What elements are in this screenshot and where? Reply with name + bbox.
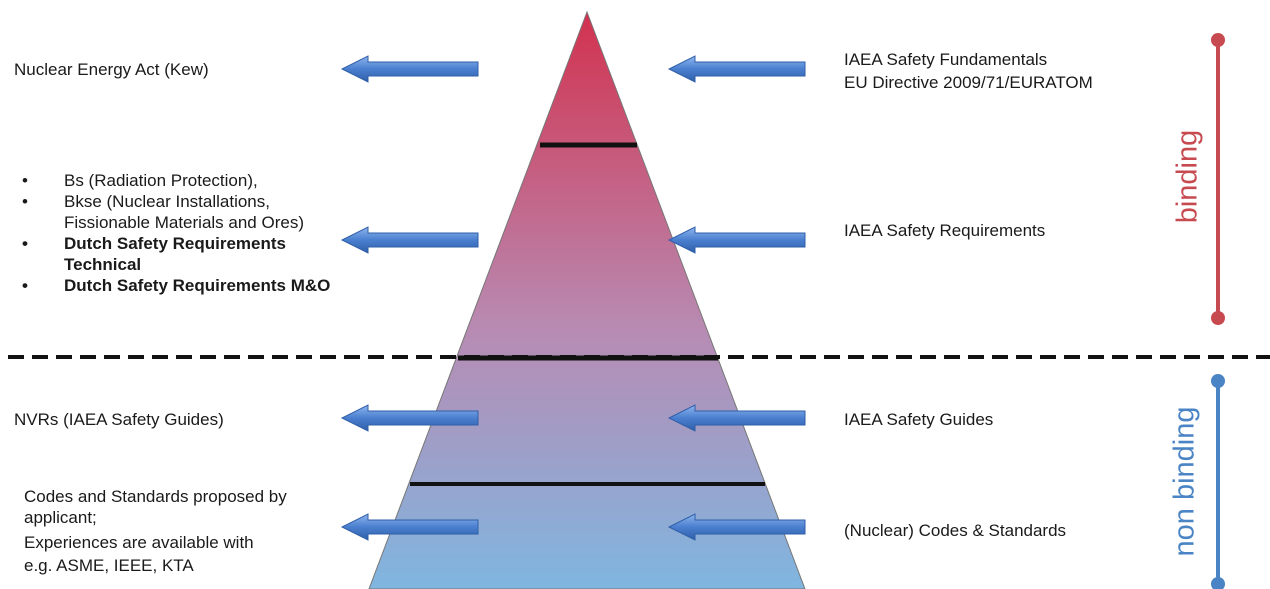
right-arrow-3 bbox=[667, 404, 806, 432]
left-level2-list: Bs (Radiation Protection), Bkse (Nuclear… bbox=[22, 170, 330, 296]
left-level4-line: Experiences are available with bbox=[24, 533, 254, 552]
left-level2-item: Dutch Safety Requirements bbox=[22, 233, 330, 254]
right-arrow-4 bbox=[667, 513, 806, 541]
left-arrow-2 bbox=[340, 226, 479, 254]
non-binding-label: non binding bbox=[1168, 406, 1201, 557]
left-level4-line: applicant; bbox=[24, 508, 97, 527]
right-level2-text: IAEA Safety Requirements bbox=[844, 221, 1046, 240]
right-level1-line: EU Directive 2009/71/EURATOM bbox=[844, 73, 1093, 92]
left-arrow-4 bbox=[340, 513, 479, 541]
left-level2-item: Bkse (Nuclear Installations, bbox=[22, 191, 330, 212]
left-arrow-3 bbox=[340, 404, 479, 432]
pyramid-shape bbox=[368, 10, 806, 589]
left-level4-line: Codes and Standards proposed by bbox=[24, 487, 287, 506]
right-arrow-1 bbox=[667, 55, 806, 83]
left-arrow-1 bbox=[340, 55, 479, 83]
left-level1-text: Nuclear Energy Act (Kew) bbox=[14, 60, 209, 79]
left-level3-text: NVRs (IAEA Safety Guides) bbox=[14, 410, 224, 429]
non-binding-scale-bar bbox=[1211, 374, 1225, 589]
left-level2-item: Dutch Safety Requirements M&O bbox=[22, 275, 330, 296]
right-level1-line: IAEA Safety Fundamentals bbox=[844, 50, 1048, 69]
binding-scale-bar bbox=[1211, 33, 1225, 325]
binding-label: binding bbox=[1171, 129, 1204, 224]
left-level2-item: Technical bbox=[64, 255, 142, 274]
right-arrow-2 bbox=[667, 226, 806, 254]
left-level4-line: e.g. ASME, IEEE, KTA bbox=[24, 556, 194, 575]
right-level3-text: IAEA Safety Guides bbox=[844, 410, 994, 429]
left-level2-item: Bs (Radiation Protection), bbox=[22, 170, 330, 191]
left-level2-item: Fissionable Materials and Ores) bbox=[64, 213, 304, 232]
right-level4-text: (Nuclear) Codes & Standards bbox=[844, 521, 1067, 540]
